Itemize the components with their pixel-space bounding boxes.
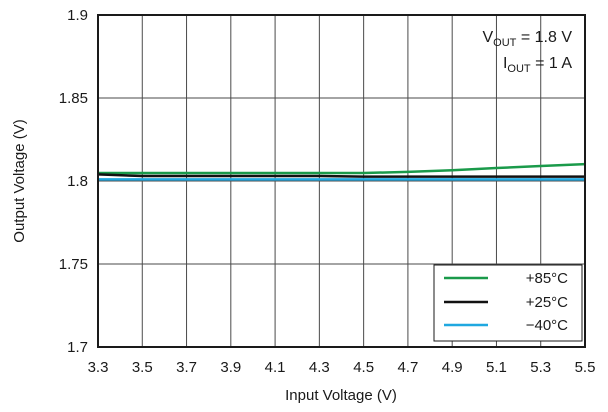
y-tick-label: 1.9 — [67, 7, 88, 24]
vout-value: = 1.8 V — [516, 29, 572, 46]
y-tick-label: 1.7 — [67, 339, 88, 356]
x-tick-label: 3.3 — [88, 359, 109, 376]
series-line-25c — [97, 173, 585, 178]
x-tick-label: 5.1 — [486, 359, 507, 376]
vout-symbol: V — [483, 29, 494, 46]
x-tick-label: 5.3 — [530, 359, 551, 376]
x-tick-label: 4.9 — [442, 359, 463, 376]
y-tick-label: 1.75 — [59, 256, 88, 273]
iout-annotation: IOUT = 1 A — [503, 55, 572, 75]
x-tick-label: 3.9 — [220, 359, 241, 376]
legend-label-85c: +85°C — [526, 270, 568, 287]
x-tick-label: 4.7 — [397, 359, 418, 376]
y-axis-title: Output Voltage (V) — [11, 119, 28, 242]
iout-symbol: I — [503, 55, 507, 72]
series-lines — [97, 162, 586, 181]
x-tick-label: 4.3 — [309, 359, 330, 376]
iout-subscript: OUT — [507, 63, 531, 75]
x-tick-label: 4.5 — [353, 359, 374, 376]
y-tick-label: 1.85 — [59, 90, 88, 107]
legend-label-25c: +25°C — [526, 294, 568, 311]
x-axis-title: Input Voltage (V) — [285, 387, 397, 404]
x-tick-label: 3.7 — [176, 359, 197, 376]
plot-frame — [97, 14, 586, 348]
iout-value: = 1 A — [531, 55, 573, 72]
x-tick-label: 3.5 — [132, 359, 153, 376]
x-tick-labels: 3.3 3.5 3.7 3.9 4.1 4.3 4.5 4.7 4.9 5.1 5.3 5.5 — [88, 359, 596, 376]
x-tick-label: 4.1 — [265, 359, 286, 376]
legend-label-minus40c: −40°C — [526, 317, 568, 334]
vout-subscript: OUT — [493, 37, 517, 49]
y-tick-label: 1.8 — [67, 173, 88, 190]
vout-annotation: VOUT = 1.8 V — [483, 29, 573, 49]
y-tick-labels: 1.7 1.75 1.8 1.85 1.9 — [59, 7, 88, 356]
series-line-85c — [98, 162, 586, 175]
legend: +85°C +25°C −40°C — [433, 264, 583, 342]
x-tick-label: 5.5 — [575, 359, 596, 376]
